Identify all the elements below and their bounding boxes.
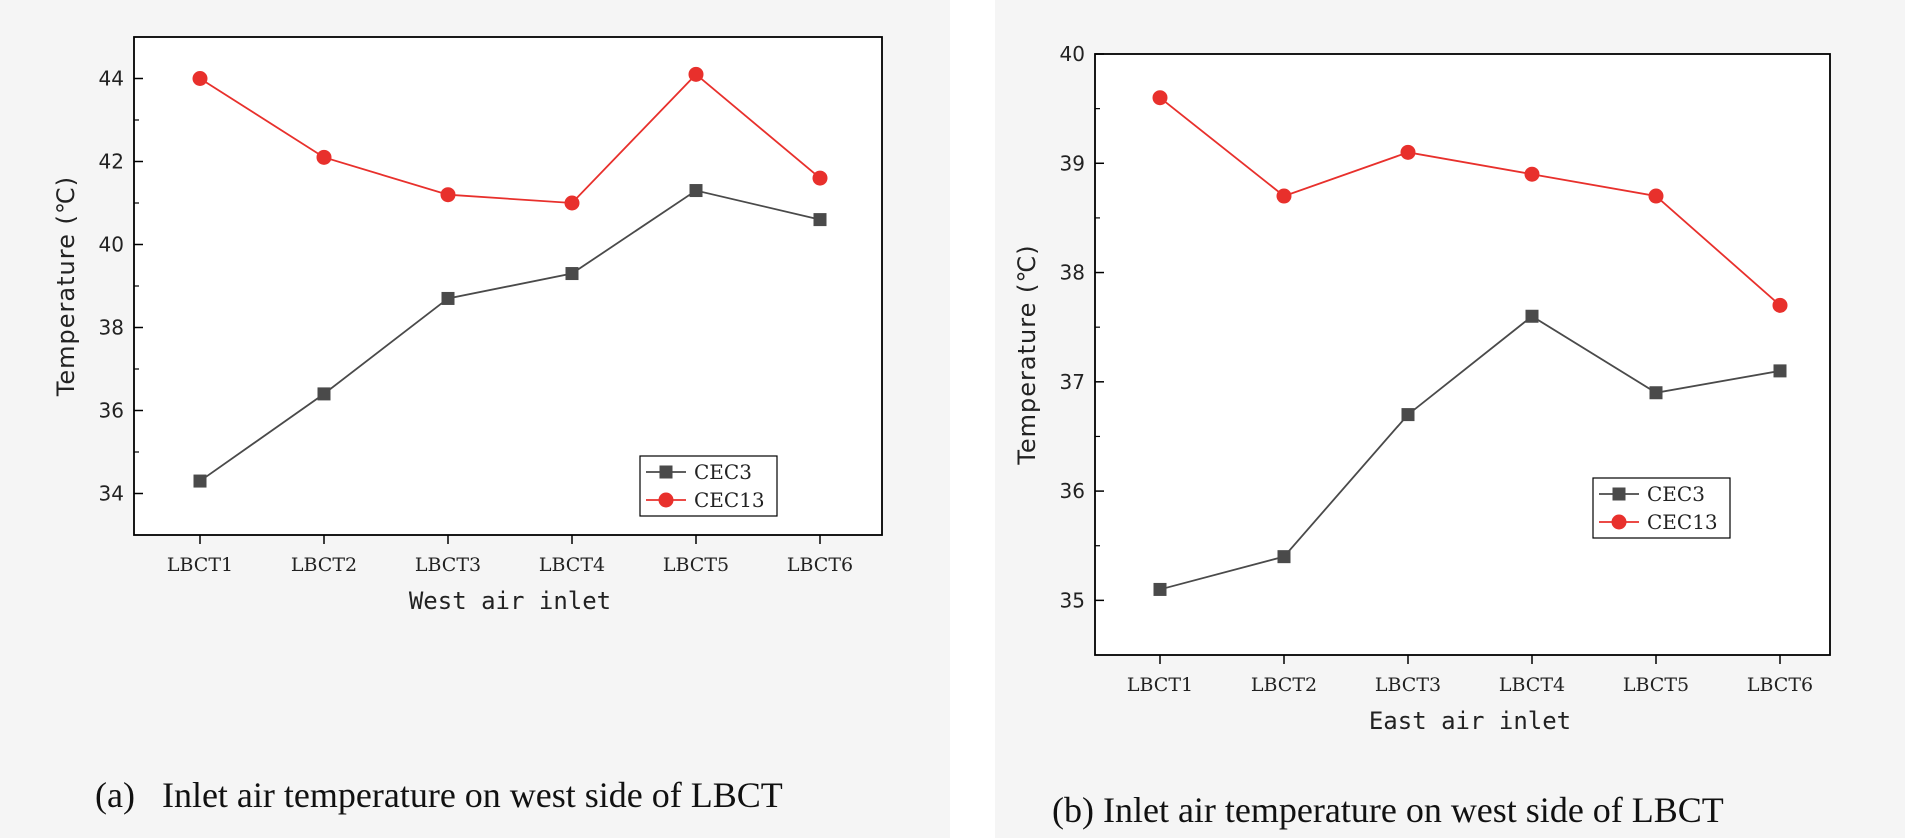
data-point-cec3 <box>1277 550 1291 564</box>
chart-b: 35 36 37 38 39 40 LBCT1 LBCT2 LBCT3 LBCT4 LBCT5 LBC… <box>995 0 1905 838</box>
x-tick-label: LBCT1 <box>1127 674 1193 696</box>
data-point-cec3 <box>813 213 827 227</box>
x-tick-label: LBCT6 <box>787 554 853 576</box>
x-tick-label: LBCT6 <box>1747 674 1813 696</box>
data-point-cec3 <box>1401 408 1415 422</box>
x-tick-label: LBCT2 <box>1251 674 1317 696</box>
legend: CEC3 CEC13 <box>639 455 778 517</box>
data-point-cec3 <box>565 267 579 281</box>
y-axis-title: Temperature (℃) <box>1013 244 1041 465</box>
data-point-cec3 <box>1525 309 1539 323</box>
x-tick-label: LBCT1 <box>167 554 233 576</box>
data-point-cec13 <box>440 187 456 203</box>
y-tick-label: 35 <box>1060 588 1085 612</box>
x-tick-label: LBCT3 <box>415 554 481 576</box>
data-point-cec13 <box>688 66 704 82</box>
plot-area <box>1094 53 1831 656</box>
x-tick-label: LBCT4 <box>1499 674 1565 696</box>
y-axis-title: Temperature (℃) <box>52 176 80 397</box>
data-point-cec3 <box>441 291 455 305</box>
series-line-cec3 <box>199 189 821 482</box>
legend: CEC3 CEC13 <box>1592 477 1731 539</box>
x-tick-label: LBCT4 <box>539 554 605 576</box>
legend-label-cec13: CEC13 <box>694 488 765 512</box>
legend-marker-cec3 <box>659 465 673 479</box>
data-point-cec13 <box>1524 166 1540 182</box>
x-tick-label: LBCT5 <box>1623 674 1689 696</box>
figure-caption: (b) Inlet air temperature on west side o… <box>1052 790 1724 830</box>
data-point-cec3 <box>1153 582 1167 596</box>
x-tick-label: LBCT2 <box>291 554 357 576</box>
data-point-cec13 <box>192 71 208 86</box>
x-tick-label: LBCT3 <box>1375 674 1441 696</box>
data-point-cec13 <box>1276 188 1292 204</box>
legend-label-cec3: CEC3 <box>1647 482 1705 506</box>
y-tick-label: 40 <box>99 233 124 257</box>
chart-a: 34 36 38 40 42 44 LBCT1 LBCT2 LBCT3 LBCT4 LBCT5 LBC… <box>0 0 950 838</box>
data-point-cec3 <box>1649 386 1663 400</box>
figure-caption: (a) Inlet air temperature on west side o… <box>95 775 783 815</box>
legend-marker-cec3 <box>1612 487 1626 501</box>
legend-label-cec13: CEC13 <box>1647 510 1718 534</box>
data-point-cec13 <box>812 170 828 186</box>
data-point-cec13 <box>564 195 580 211</box>
legend-marker-cec13 <box>658 492 674 508</box>
y-tick-label: 36 <box>1060 479 1085 503</box>
x-tick-label: LBCT5 <box>663 554 729 576</box>
x-axis-title: East air inlet <box>1369 707 1571 735</box>
y-tick-label: 39 <box>1060 151 1085 175</box>
data-point-cec13 <box>316 149 332 165</box>
y-tick-label: 38 <box>99 316 124 340</box>
series-line-cec13 <box>199 73 821 204</box>
data-point-cec3 <box>1773 364 1787 378</box>
data-point-cec13 <box>1152 90 1168 106</box>
data-point-cec13 <box>1648 188 1664 204</box>
y-tick-label: 40 <box>1060 42 1085 66</box>
legend-label-cec3: CEC3 <box>694 460 752 484</box>
data-point-cec3 <box>689 184 703 198</box>
x-axis-title: West air inlet <box>409 587 611 615</box>
legend-marker-cec13 <box>1611 514 1627 530</box>
y-tick-label: 36 <box>99 399 124 423</box>
data-point-cec3 <box>193 474 207 488</box>
data-point-cec13 <box>1400 144 1416 160</box>
data-point-cec3 <box>317 387 331 401</box>
y-tick-label: 34 <box>99 482 124 506</box>
y-tick-label: 44 <box>99 67 124 91</box>
data-point-cec13 <box>1772 297 1788 313</box>
y-tick-label: 37 <box>1060 370 1085 394</box>
series-line-cec13 <box>1159 97 1781 307</box>
y-tick-label: 38 <box>1060 261 1085 285</box>
series-line-cec3 <box>1159 315 1781 591</box>
y-tick-label: 42 <box>99 150 124 174</box>
